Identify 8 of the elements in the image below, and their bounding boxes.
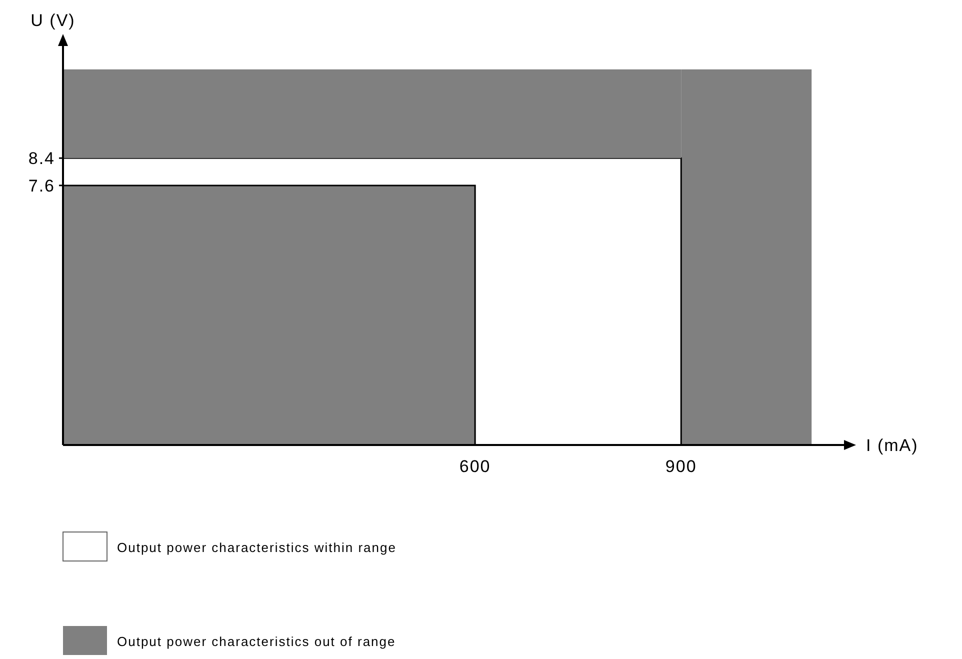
- y-axis-title: U (V): [30, 11, 76, 30]
- x-tick-label: 600: [459, 457, 491, 476]
- y-tick-label: 8.4: [28, 149, 55, 168]
- x-tick-label: 900: [665, 457, 697, 476]
- legend-label: Output power characteristics out of range: [117, 634, 396, 649]
- y-tick-label: 7.6: [28, 176, 55, 196]
- x-axis-title: I (mA): [866, 436, 918, 455]
- legend-label: Output power characteristics within range: [117, 540, 396, 555]
